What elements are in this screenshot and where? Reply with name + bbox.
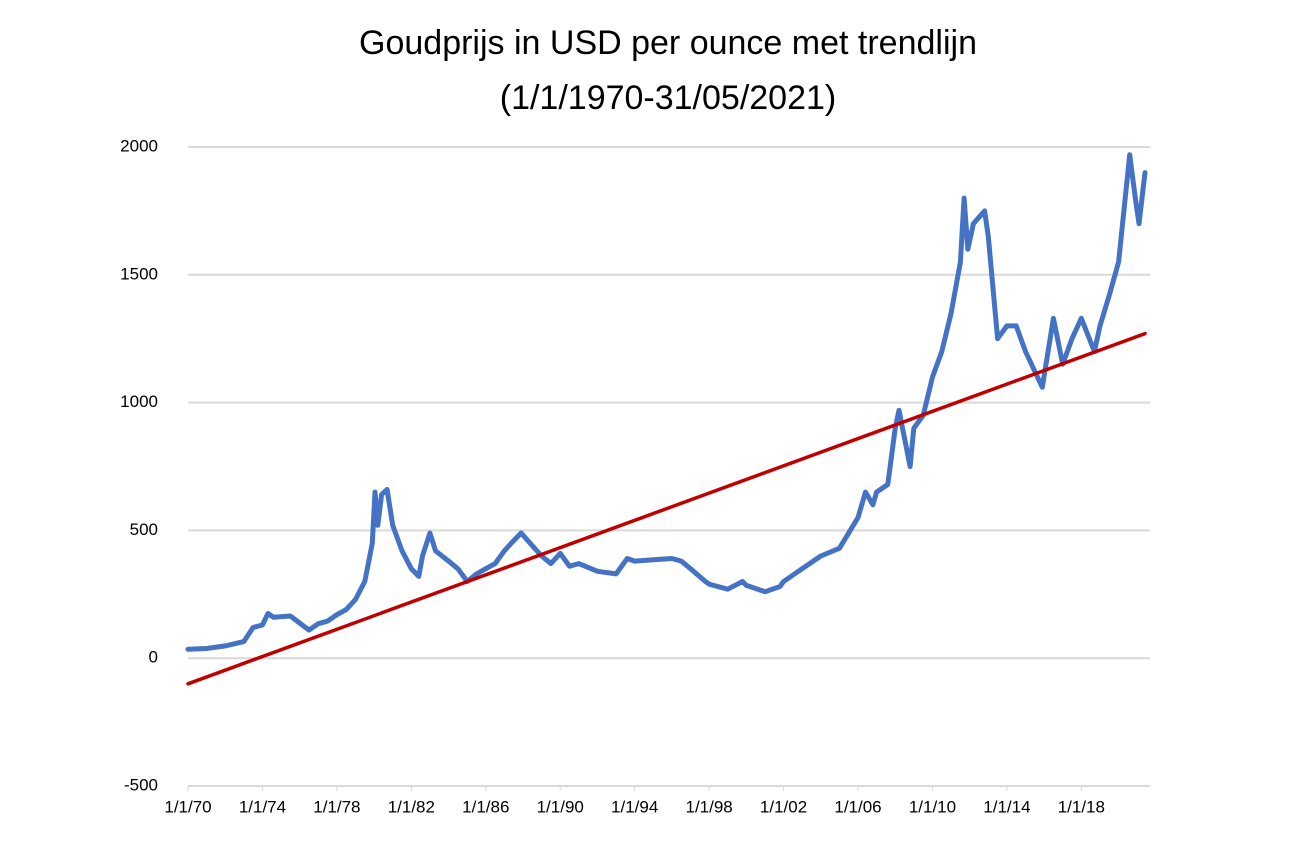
x-tick-label: 1/1/98	[685, 797, 732, 816]
x-tick-label: 1/1/14	[983, 797, 1030, 816]
y-tick-label: -500	[124, 775, 158, 794]
x-tick-label: 1/1/82	[388, 797, 435, 816]
x-tick-label: 1/1/86	[462, 797, 509, 816]
x-tick-label: 1/1/02	[760, 797, 807, 816]
x-tick-label: 1/1/78	[313, 797, 360, 816]
x-tick-label: 1/1/70	[164, 797, 211, 816]
y-tick-label: 500	[130, 520, 158, 539]
x-tick-label: 1/1/06	[834, 797, 881, 816]
x-tick-label: 1/1/18	[1058, 797, 1105, 816]
chart-title: Goudprijs in USD per ounce met trendlijn	[359, 24, 977, 62]
x-tick-label: 1/1/94	[611, 797, 658, 816]
trend-line	[186, 331, 1147, 686]
x-tick-label: 1/1/74	[239, 797, 286, 816]
y-tick-label: 2000	[120, 136, 158, 155]
x-tick-label: 1/1/10	[909, 797, 956, 816]
x-tick-label: 1/1/90	[537, 797, 584, 816]
y-tick-label: 1000	[120, 392, 158, 411]
y-tick-label: 0	[149, 648, 158, 667]
chart-title: (1/1/1970-31/05/2021)	[500, 79, 836, 117]
y-tick-label: 1500	[120, 264, 158, 283]
price-line	[185, 152, 1148, 652]
